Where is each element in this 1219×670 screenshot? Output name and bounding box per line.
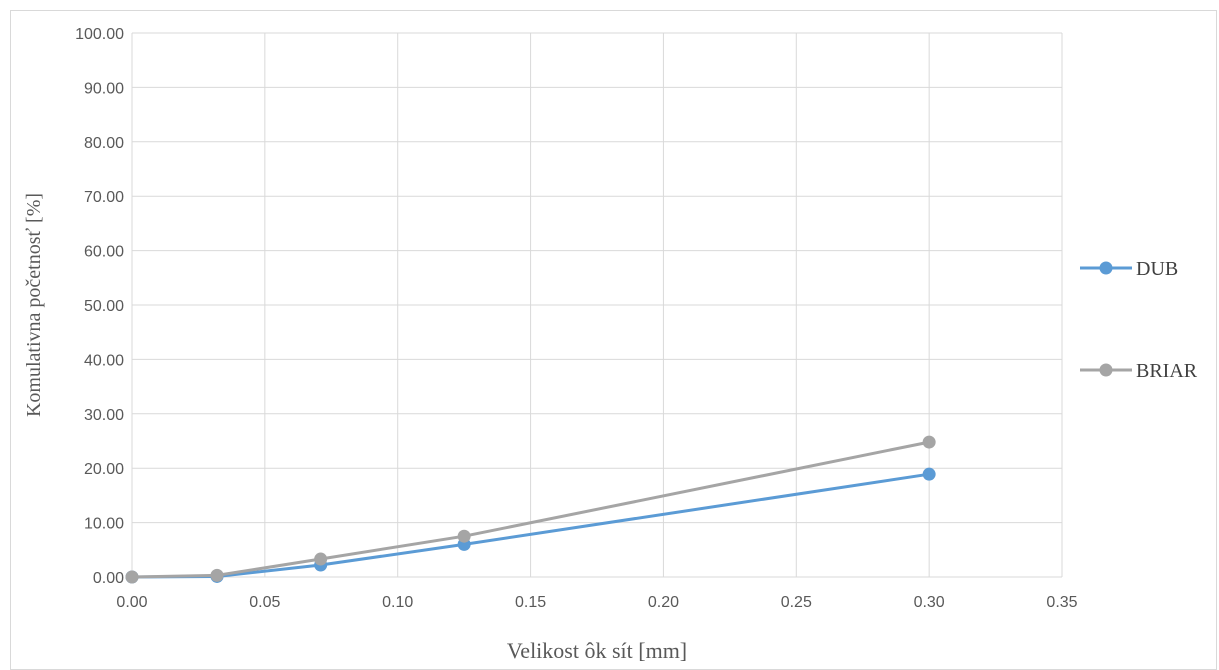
data-point-briar <box>922 435 936 449</box>
y-tick-label: 10.00 <box>84 516 124 533</box>
y-tick-label: 50.00 <box>84 298 124 315</box>
y-tick-label: 60.00 <box>84 244 124 261</box>
data-point-dub <box>922 467 936 481</box>
legend-label-briar: BRIAR <box>1136 360 1198 382</box>
data-point-briar <box>457 529 471 543</box>
data-point-briar <box>210 568 224 582</box>
x-tick-label: 0.10 <box>382 594 413 611</box>
data-point-briar <box>314 552 328 566</box>
legend-label-dub: DUB <box>1136 258 1178 280</box>
y-tick-label: 0.00 <box>93 570 124 587</box>
y-axis-title: Komulativna početnosť [%] <box>23 193 45 417</box>
y-tick-label: 40.00 <box>84 352 124 369</box>
y-tick-label: 30.00 <box>84 407 124 424</box>
y-tick-label: 90.00 <box>84 80 124 97</box>
y-tick-label: 20.00 <box>84 461 124 478</box>
x-axis-title: Velikost ôk sít [mm] <box>507 638 687 663</box>
x-tick-label: 0.35 <box>1046 594 1077 611</box>
y-tick-label: 80.00 <box>84 135 124 152</box>
y-tick-label: 100.00 <box>75 26 124 43</box>
x-tick-label: 0.15 <box>515 594 546 611</box>
x-tick-label: 0.20 <box>648 594 679 611</box>
x-tick-label: 0.30 <box>914 594 945 611</box>
y-tick-label: 70.00 <box>84 189 124 206</box>
legend-marker-dub <box>1099 261 1113 275</box>
legend-marker-briar <box>1099 363 1113 377</box>
x-tick-label: 0.05 <box>249 594 280 611</box>
x-tick-label: 0.25 <box>781 594 812 611</box>
x-tick-label: 0.00 <box>116 594 147 611</box>
data-point-briar <box>125 570 139 584</box>
